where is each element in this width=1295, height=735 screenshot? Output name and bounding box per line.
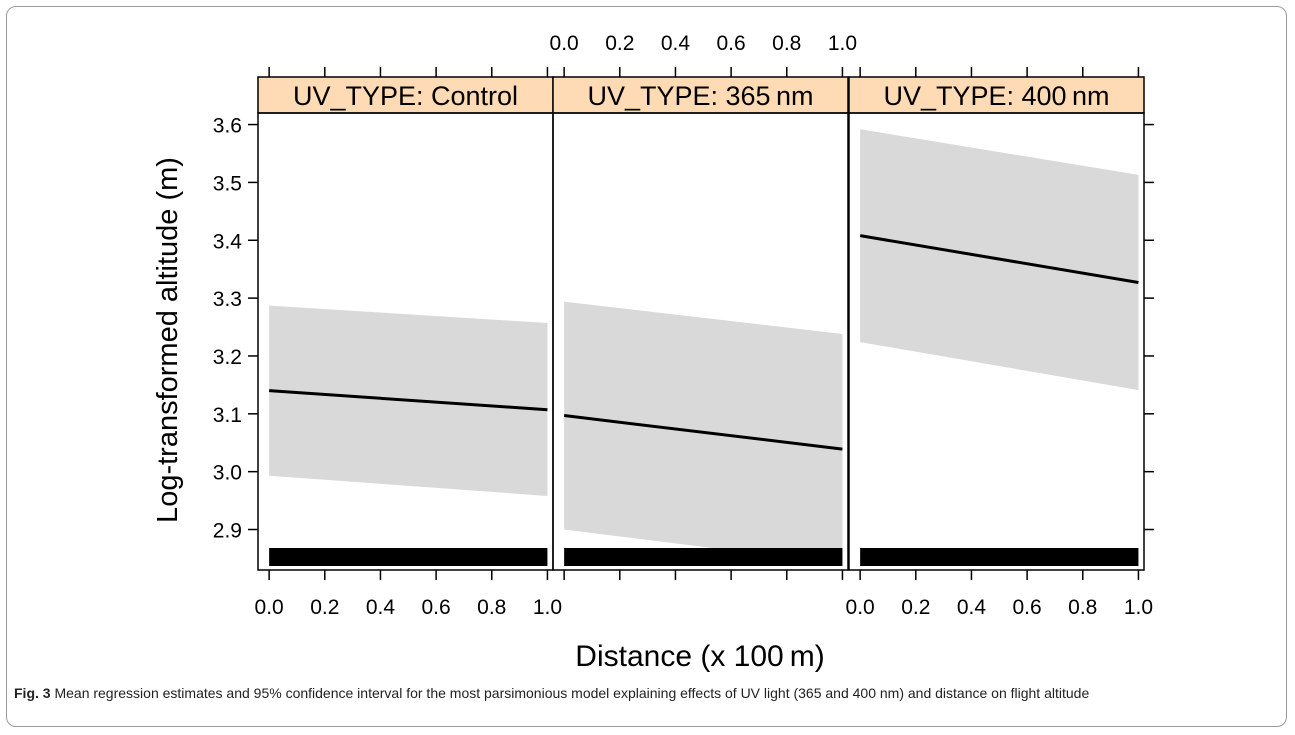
strip-label: UV_TYPE: 400 nm bbox=[883, 81, 1109, 111]
figure-frame bbox=[6, 6, 1287, 727]
axis-ticks bbox=[248, 67, 1154, 580]
x-tick-label: 0.6 bbox=[717, 32, 746, 55]
rug-marks bbox=[269, 548, 1139, 566]
panel-frame bbox=[848, 112, 1145, 571]
x-tick-label: 0.8 bbox=[772, 32, 801, 55]
caption-label: Fig. 3 bbox=[14, 685, 51, 701]
confidence-bands bbox=[269, 129, 1139, 565]
x-axis-label: Distance (x 100 m) bbox=[575, 640, 824, 673]
tick-labels: 0.0 0.2 0.4 0.6 0.8 1.0 0.0 0.2 0.4 0.6 0.8 1.0 0.0 0… bbox=[213, 32, 1153, 619]
regression-line bbox=[269, 389, 548, 412]
y-tick-label: 3.0 bbox=[213, 462, 242, 485]
x-tick-label: 0.8 bbox=[1068, 596, 1097, 619]
y-tick-label: 3.2 bbox=[213, 346, 242, 369]
caption-text: Mean regression estimates and 95% confid… bbox=[54, 685, 1090, 701]
y-tick-label: 3.1 bbox=[213, 404, 242, 427]
y-tick-label: 3.3 bbox=[213, 288, 242, 311]
x-tick-label: 0.2 bbox=[605, 32, 634, 55]
rug-bar bbox=[564, 548, 843, 566]
y-tick-label: 3.6 bbox=[213, 115, 242, 138]
strip-label: UV_TYPE: 365 nm bbox=[587, 81, 813, 111]
x-tick-label: 1.0 bbox=[533, 596, 562, 619]
x-tick-label: 1.0 bbox=[828, 32, 857, 55]
panel-frames bbox=[257, 112, 1145, 571]
rug-bar bbox=[860, 548, 1139, 566]
x-tick-label: 0.2 bbox=[901, 596, 930, 619]
x-tick-label: 0.6 bbox=[422, 596, 451, 619]
rug-bar bbox=[269, 548, 548, 566]
figure-caption: Fig. 3 Mean regression estimates and 95%… bbox=[14, 683, 1276, 704]
x-tick-label: 0.8 bbox=[477, 596, 506, 619]
y-axis-label: Log-transformed altitude (m) bbox=[152, 157, 184, 523]
x-tick-label: 0.4 bbox=[366, 596, 396, 619]
regression-line bbox=[563, 414, 843, 451]
y-tick-label: 2.9 bbox=[213, 520, 242, 543]
x-tick-label: 0.0 bbox=[550, 32, 579, 55]
x-tick-label: 0.4 bbox=[957, 596, 987, 619]
x-tick-label: 0.6 bbox=[1013, 596, 1042, 619]
x-tick-label: 0.4 bbox=[661, 32, 691, 55]
panel-frame bbox=[552, 112, 849, 571]
x-tick-label: 0.0 bbox=[846, 596, 875, 619]
strip-label: UV_TYPE: Control bbox=[293, 81, 518, 111]
x-tick-label: 1.0 bbox=[1124, 596, 1153, 619]
regression-line bbox=[859, 234, 1139, 284]
strip-box bbox=[848, 76, 1145, 114]
x-tick-label: 0.2 bbox=[310, 596, 339, 619]
y-tick-label: 3.4 bbox=[213, 230, 243, 253]
strip-box bbox=[552, 76, 849, 114]
y-tick-label: 3.5 bbox=[213, 172, 242, 195]
x-tick-label: 0.0 bbox=[255, 596, 284, 619]
regression-lines bbox=[269, 234, 1139, 451]
chart: UV_TYPE: Control UV_TYPE: 365 nm UV_TYPE: … bbox=[152, 32, 1154, 673]
panel-strips: UV_TYPE: Control UV_TYPE: 365 nm UV_TYPE: … bbox=[257, 76, 1145, 114]
